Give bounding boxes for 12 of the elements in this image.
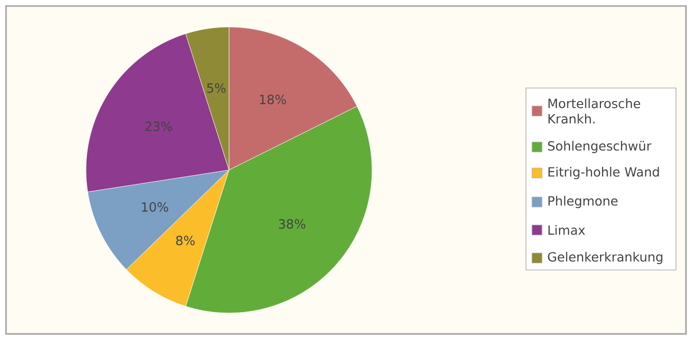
data-label: 10% [142,202,168,212]
legend-label: Phlegmone [548,196,618,208]
data-label: 8% [176,236,195,246]
legend-label: Mortellarosche Krankh. [548,98,640,124]
data-label: 23% [145,122,172,132]
data-label: 18% [260,94,286,104]
legend-label: Limax [548,225,586,235]
legend-label: Gelenkerkrankung [548,252,662,264]
data-label: 38% [278,219,306,229]
data-label: 5% [207,83,226,93]
legend-label: Sohlengeschwür [548,140,652,154]
legend-label: Eitrig-hohle Wand [548,166,659,180]
